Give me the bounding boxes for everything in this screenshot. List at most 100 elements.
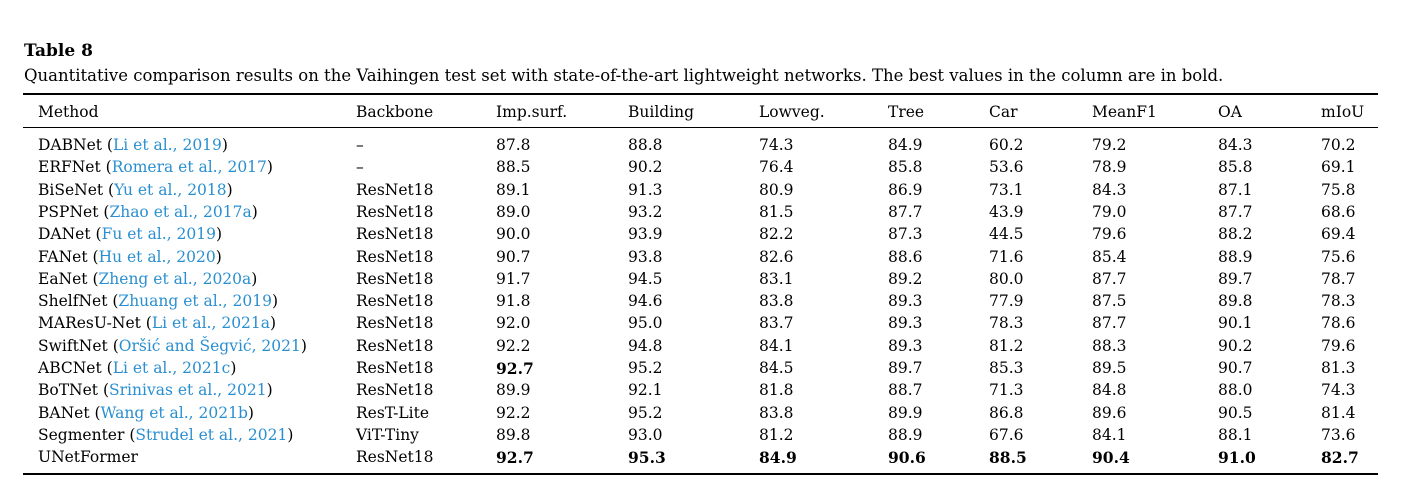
metric-cell: 79.6 — [1321, 336, 1356, 355]
table-row: ERFNet (Romera et al., 2017) – 88.5 90.2 76.… — [0, 158, 1424, 180]
method-cell: ShelfNet (Zhuang et al., 2019) — [38, 292, 279, 311]
table-row: PSPNet (Zhao et al., 2017a) ResNet18 89.0 9… — [0, 203, 1424, 225]
citation-link: Hu et al., 2020 — [98, 247, 216, 266]
citation-link: Zhao et al., 2017a — [109, 202, 252, 221]
method-name: EaNet — [38, 269, 88, 288]
metric-cell: 95.2 — [628, 359, 663, 377]
metric-cell: 87.7 — [1218, 202, 1253, 221]
metric-cell: 89.9 — [496, 381, 531, 400]
metric-cell: 73.1 — [989, 180, 1024, 199]
metric-cell: 88.5 — [496, 158, 531, 177]
backbone-cell: ResNet18 — [356, 381, 434, 400]
table-row: ShelfNet (Zhuang et al., 2019) ResNet18 91… — [0, 292, 1424, 314]
table-row: SwiftNet (Oršić and Šegvić, 2021) ResNet1… — [0, 337, 1424, 359]
metric-cell: 80.9 — [759, 180, 794, 199]
backbone-cell: ViT-Tiny — [356, 425, 419, 444]
metric-cell: 80.0 — [989, 269, 1024, 288]
table-row: DANet (Fu et al., 2019) ResNet18 90.0 93.9 8… — [0, 225, 1424, 247]
metric-cell: 93.2 — [628, 202, 663, 221]
metric-cell: 93.8 — [628, 247, 663, 266]
metric-cell: 89.9 — [888, 403, 923, 422]
header-miou: mIoU — [1321, 103, 1365, 121]
table-row: BANet (Wang et al., 2021b) ResT-Lite 92.2 9… — [0, 404, 1424, 426]
backbone-cell: ResNet18 — [356, 336, 434, 355]
metric-cell: 87.3 — [888, 225, 923, 244]
citation-link: Li et al., 2021a — [151, 314, 271, 333]
metric-cell: 94.5 — [628, 269, 663, 288]
metric-cell: 87.7 — [1092, 314, 1127, 333]
metric-cell: 86.8 — [989, 403, 1024, 422]
metric-cell: 73.6 — [1321, 425, 1356, 444]
metric-cell: 91.3 — [628, 180, 663, 199]
table-caption: Quantitative comparison results on the V… — [24, 66, 1224, 85]
method-name: DABNet — [38, 136, 102, 154]
metric-cell: 78.3 — [1321, 292, 1356, 311]
metric-cell: 83.8 — [759, 292, 794, 311]
method-cell: EaNet (Zheng et al., 2020a) — [38, 269, 258, 288]
method-cell: ABCNet (Li et al., 2021c) — [38, 359, 237, 377]
metric-cell: 83.7 — [759, 314, 794, 333]
metric-cell: 71.3 — [989, 381, 1024, 400]
metric-cell: 87.7 — [1092, 269, 1127, 288]
metric-cell: 92.7 — [496, 448, 534, 468]
header-lowveg: Lowveg. — [759, 103, 825, 121]
metric-cell: 88.8 — [628, 136, 663, 154]
metric-cell: 89.1 — [496, 180, 531, 199]
method-cell: BANet (Wang et al., 2021b) — [38, 403, 254, 422]
citation-link: Fu et al., 2019 — [101, 225, 216, 244]
metric-cell: 92.0 — [496, 314, 531, 333]
top-rule — [23, 93, 1378, 95]
metric-cell: 74.3 — [1321, 381, 1356, 400]
header-oa: OA — [1218, 103, 1242, 121]
metric-cell: 91.0 — [1218, 448, 1256, 468]
metric-cell: 76.4 — [759, 158, 794, 177]
method-name: DANet — [38, 225, 91, 244]
metric-cell: 84.3 — [1218, 136, 1253, 154]
metric-cell: 67.6 — [989, 425, 1024, 444]
citation-link: Srinivas et al., 2021 — [109, 381, 267, 400]
header-meanf1: MeanF1 — [1092, 103, 1157, 121]
method-cell: Segmenter (Strudel et al., 2021) — [38, 425, 294, 444]
metric-cell: 90.6 — [888, 448, 926, 468]
citation-link: Romera et al., 2017 — [111, 158, 267, 177]
metric-cell: 88.6 — [888, 247, 923, 266]
table-row: FANet (Hu et al., 2020) ResNet18 90.7 93.8 8… — [0, 248, 1424, 270]
method-cell: BoTNet (Srinivas et al., 2021) — [38, 381, 273, 400]
metric-cell: 88.9 — [1218, 247, 1253, 266]
metric-cell: 90.5 — [1218, 403, 1253, 422]
metric-cell: 77.9 — [989, 292, 1024, 311]
metric-cell: 84.9 — [888, 136, 923, 154]
metric-cell: 89.5 — [1092, 359, 1127, 377]
metric-cell: 91.7 — [496, 269, 531, 288]
metric-cell: 94.6 — [628, 292, 663, 311]
method-cell: UNetFormer — [38, 448, 138, 466]
backbone-cell: ResNet18 — [356, 202, 434, 221]
metric-cell: 85.3 — [989, 359, 1024, 377]
citation-link: Yu et al., 2018 — [114, 180, 227, 199]
metric-cell: 89.8 — [496, 425, 531, 444]
metric-cell: 90.2 — [628, 158, 663, 177]
header-method: Method — [38, 103, 99, 121]
metric-cell: 75.8 — [1321, 180, 1356, 199]
backbone-cell: ResNet18 — [356, 269, 434, 288]
citation-link: Strudel et al., 2021 — [135, 425, 288, 444]
metric-cell: 92.2 — [496, 403, 531, 422]
metric-cell: 87.7 — [888, 202, 923, 221]
metric-cell: 89.7 — [1218, 269, 1253, 288]
metric-cell: 82.6 — [759, 247, 794, 266]
metric-cell: 88.7 — [888, 381, 923, 400]
header-building: Building — [628, 103, 695, 121]
citation-link: Zheng et al., 2020a — [98, 269, 252, 288]
backbone-cell: ResNet18 — [356, 292, 434, 311]
backbone-cell: ResNet18 — [356, 225, 434, 244]
table-row: MAResU-Net (Li et al., 2021a) ResNet18 92.… — [0, 314, 1424, 336]
metric-cell: 88.3 — [1092, 336, 1127, 355]
metric-cell: 79.0 — [1092, 202, 1127, 221]
metric-cell: 84.8 — [1092, 381, 1127, 400]
metric-cell: 78.3 — [989, 314, 1024, 333]
method-name: BiSeNet — [38, 180, 104, 199]
metric-cell: 81.2 — [989, 336, 1024, 355]
method-cell: DANet (Fu et al., 2019) — [38, 225, 223, 244]
citation-link: Li et al., 2019 — [112, 136, 222, 154]
metric-cell: 95.0 — [628, 314, 663, 333]
